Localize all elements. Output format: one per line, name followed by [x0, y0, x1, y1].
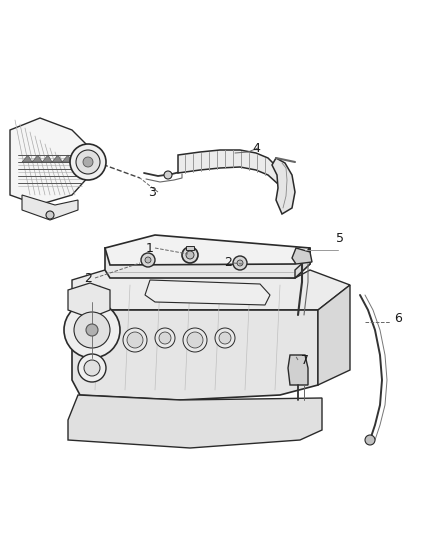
Circle shape — [127, 332, 143, 348]
Polygon shape — [72, 270, 350, 310]
Circle shape — [64, 302, 120, 358]
Polygon shape — [145, 280, 270, 305]
Circle shape — [84, 360, 100, 376]
Polygon shape — [62, 155, 72, 162]
Polygon shape — [105, 235, 310, 265]
Polygon shape — [318, 285, 350, 385]
Text: 6: 6 — [394, 311, 402, 325]
Polygon shape — [52, 155, 62, 162]
Polygon shape — [10, 118, 90, 205]
Circle shape — [164, 171, 172, 179]
Text: 7: 7 — [301, 353, 309, 367]
Text: 2: 2 — [224, 255, 232, 269]
Text: 4: 4 — [252, 141, 260, 155]
Circle shape — [219, 332, 231, 344]
Circle shape — [182, 247, 198, 263]
Polygon shape — [105, 248, 310, 278]
Polygon shape — [72, 155, 82, 162]
Polygon shape — [32, 155, 42, 162]
Text: 2: 2 — [84, 271, 92, 285]
Circle shape — [46, 211, 54, 219]
Circle shape — [141, 253, 155, 267]
Circle shape — [233, 256, 247, 270]
Polygon shape — [42, 155, 52, 162]
Circle shape — [86, 324, 98, 336]
Polygon shape — [72, 310, 318, 400]
Circle shape — [74, 312, 110, 348]
Circle shape — [76, 150, 100, 174]
Circle shape — [237, 260, 243, 266]
Text: 5: 5 — [336, 231, 344, 245]
Polygon shape — [288, 355, 308, 385]
Polygon shape — [178, 150, 283, 196]
Polygon shape — [22, 155, 32, 162]
Polygon shape — [295, 248, 310, 278]
Polygon shape — [22, 195, 78, 220]
Polygon shape — [272, 158, 295, 214]
Circle shape — [186, 251, 194, 259]
Circle shape — [70, 144, 106, 180]
Circle shape — [365, 435, 375, 445]
Polygon shape — [186, 246, 194, 250]
Circle shape — [123, 328, 147, 352]
Circle shape — [145, 257, 151, 263]
Circle shape — [187, 332, 203, 348]
Circle shape — [155, 328, 175, 348]
Polygon shape — [68, 283, 110, 318]
Polygon shape — [68, 395, 322, 448]
Polygon shape — [292, 248, 312, 264]
Circle shape — [78, 354, 106, 382]
Text: 3: 3 — [148, 185, 156, 198]
Text: 1: 1 — [146, 241, 154, 254]
Circle shape — [215, 328, 235, 348]
Circle shape — [83, 157, 93, 167]
Circle shape — [159, 332, 171, 344]
Circle shape — [183, 328, 207, 352]
